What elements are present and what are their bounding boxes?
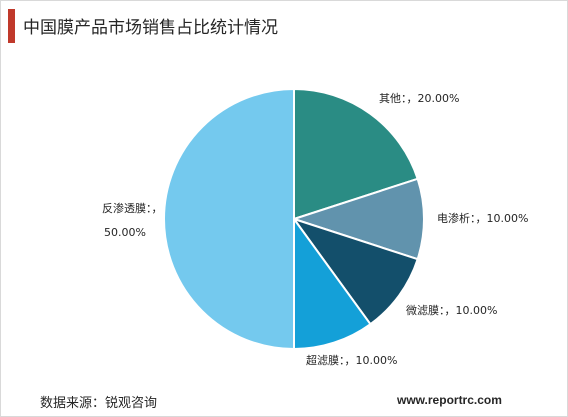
slice-electrodialysis [290,177,425,261]
pie-labels: 其他：，20.00% 电渗析：，10.00% 微滤膜：，10.00% 超滤膜：，… [102,92,528,367]
title-accent-bar [8,9,15,43]
chart-title: 中国膜产品市场销售占比统计情况 [23,18,278,38]
slice-ultrafiltration [293,215,372,351]
slice-reverse-osmosis [163,87,295,351]
slice-label-reverse-osmosis-value: 50.00% [104,226,146,239]
slice-microfiltration [291,217,419,326]
slice-label-electrodialysis: 电渗析：，10.00% [437,211,528,225]
data-source: 数据来源：锐观咨询 [40,396,158,411]
site-url: www.reportrc.com [397,393,502,407]
slice-label-other: 其他：，20.00% [379,92,459,105]
slice-other [293,87,419,221]
slice-label-microfiltration: 微滤膜：，10.00% [406,303,497,317]
slice-label-ultrafiltration: 超滤膜：，10.00% [306,353,397,367]
pie-slices [163,87,425,351]
slice-label-reverse-osmosis: 反渗透膜：， [102,201,163,215]
